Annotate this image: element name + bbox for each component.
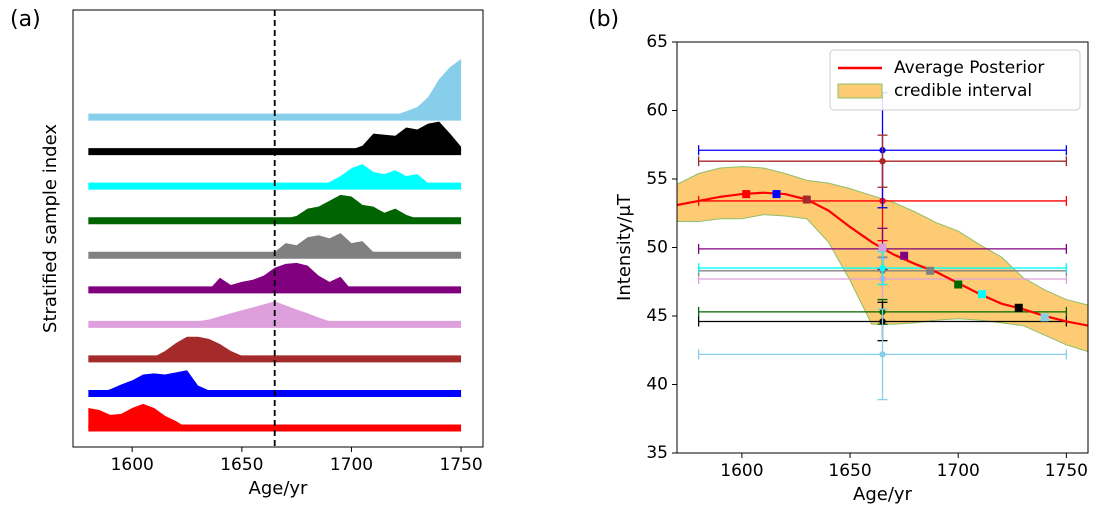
sample-square xyxy=(742,190,751,199)
ridge-area xyxy=(88,403,462,428)
y-tick-label: 65 xyxy=(646,32,668,52)
sample-square xyxy=(802,195,811,204)
sample-square xyxy=(878,243,887,252)
axes-frame xyxy=(676,41,1089,454)
plot-area xyxy=(677,92,1088,401)
y-tick-label: 55 xyxy=(646,169,668,189)
y-tick-label: 45 xyxy=(646,306,668,326)
ridge-area xyxy=(88,164,462,187)
ridge-area xyxy=(88,370,462,394)
ridge-area xyxy=(88,121,462,152)
ridge-area xyxy=(88,59,462,118)
sample-point xyxy=(879,157,886,165)
sample-square xyxy=(1014,303,1023,312)
sample-square xyxy=(900,251,909,260)
x-tick-label: 1650 xyxy=(828,461,871,481)
legend-label: Average Posterior xyxy=(894,58,1044,78)
y-tick-label: 40 xyxy=(646,375,668,395)
legend-box xyxy=(829,49,1081,111)
x-tick-label: 1600 xyxy=(720,461,763,481)
sample-square xyxy=(926,266,935,275)
legend-label: credible interval xyxy=(894,81,1032,101)
panel-label: (a) xyxy=(10,7,41,32)
sample-square xyxy=(772,190,781,199)
axes-frame xyxy=(72,9,484,448)
sample-square xyxy=(978,290,987,299)
sample-point xyxy=(879,351,886,358)
y-axis-label: Stratified sample index xyxy=(40,124,61,333)
x-tick-label: 1650 xyxy=(220,455,263,475)
ridge-area xyxy=(88,262,462,290)
y-axis-label: Intensity/μT xyxy=(614,193,635,301)
ridge-area xyxy=(88,233,462,256)
legend-swatch xyxy=(837,83,883,99)
x-tick-label: 1750 xyxy=(439,455,482,475)
x-tick-label: 1600 xyxy=(111,455,154,475)
x-axis-label: Age/yr xyxy=(853,484,913,505)
y-tick-label: 50 xyxy=(646,238,668,258)
sample-square xyxy=(954,280,963,289)
ridge-area xyxy=(88,194,462,221)
plot-area xyxy=(88,10,462,447)
y-tick-label: 35 xyxy=(646,443,668,463)
x-axis-label: Age/yr xyxy=(249,478,309,499)
ridge-area xyxy=(88,336,462,359)
y-tick-label: 60 xyxy=(646,101,668,121)
x-tick-label: 1750 xyxy=(1045,461,1088,481)
sample-square xyxy=(1040,313,1049,322)
sample-point xyxy=(879,264,886,272)
panel-label: (b) xyxy=(588,7,619,32)
x-tick-label: 1700 xyxy=(937,461,980,481)
x-tick-label: 1700 xyxy=(330,455,373,475)
